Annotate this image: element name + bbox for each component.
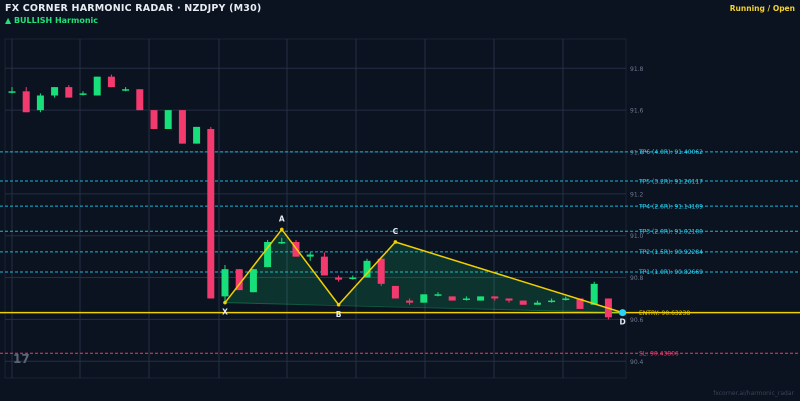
- tradingview-logo: 17: [13, 352, 30, 366]
- pattern-point-d: [619, 309, 627, 317]
- bull-candle: [462, 298, 470, 300]
- y-tick-label: 91.4: [630, 150, 644, 157]
- y-tick-label: 90.4: [630, 359, 644, 366]
- pattern-label-a: A: [279, 214, 285, 223]
- bull-candle: [434, 294, 442, 296]
- pattern-point-b: [336, 302, 341, 307]
- pattern-triangle-bcd: [338, 241, 623, 313]
- bear-candle: [519, 300, 527, 305]
- pattern-leg-cd: [395, 241, 623, 314]
- bull-candle: [264, 241, 272, 268]
- bull-candle: [8, 91, 16, 93]
- bear-candle: [505, 298, 513, 301]
- bull-candle: [420, 294, 428, 303]
- bear-candle: [136, 89, 144, 111]
- target-level-label: TP4 (2.6R): 91.14109: [638, 203, 703, 210]
- bull-candle: [278, 241, 286, 244]
- bull-candle: [562, 298, 570, 300]
- y-tick-label: 91.2: [630, 191, 644, 198]
- bull-candle: [122, 89, 130, 91]
- chart-title: FX CORNER HARMONIC RADAR · NZDJPY (M30): [5, 3, 262, 14]
- y-tick-label: 91.6: [630, 108, 644, 115]
- bear-candle: [576, 298, 584, 309]
- pattern-label-b: B: [336, 310, 342, 319]
- bull-candle: [349, 277, 357, 280]
- pattern-point-x: [223, 300, 227, 305]
- target-level-label: TP5 (3.2R): 91.26117: [638, 178, 703, 185]
- pattern-label-d: D: [619, 318, 625, 327]
- y-tick-label: 91.8: [630, 66, 644, 73]
- bear-candle: [178, 110, 186, 144]
- pattern-leg-ab: [281, 228, 340, 306]
- bear-candle: [107, 76, 115, 88]
- bull-candle: [79, 93, 87, 95]
- labels: X A B C D: [222, 214, 626, 326]
- pattern-base-line: [224, 302, 623, 314]
- pattern-direction-label: ▲ BULLISH Harmonic: [5, 16, 98, 25]
- bear-candle: [448, 296, 456, 301]
- stop-level-label: SL: 90.43806: [639, 350, 679, 357]
- pattern-lines: [223, 227, 627, 317]
- bull-candle: [533, 302, 541, 305]
- plot-frame: [4, 38, 627, 379]
- bull-candle: [93, 76, 101, 96]
- entry-level-label: ENTRY: 90.63238: [639, 310, 690, 317]
- status-indicator: Running / Open: [729, 4, 795, 13]
- bear-candle: [391, 285, 399, 299]
- target-level-label: TP1 (1.0R): 90.82669: [638, 269, 703, 276]
- bull-candle: [477, 296, 485, 301]
- y-tick-label: 90.6: [630, 317, 644, 324]
- bear-candle: [491, 296, 499, 299]
- y-tick-label: 91.0: [630, 233, 644, 240]
- bull-candle: [221, 269, 229, 297]
- bull-candle: [590, 283, 598, 305]
- bull-candle: [193, 126, 201, 144]
- price-levels: TP6 (4.0R): 91.40062 TP5 (3.2R): 91.26117…: [0, 149, 800, 357]
- target-level-label: TP6 (4.0R): 91.40062: [638, 149, 703, 156]
- target-level-label: TP2 (1.5R): 90.92284: [638, 249, 703, 256]
- bear-candle: [320, 256, 328, 276]
- y-tick-label: 90.8: [630, 275, 644, 282]
- pattern-point-a: [280, 227, 284, 232]
- bear-candle: [377, 258, 385, 284]
- bull-candle: [164, 110, 172, 129]
- bear-candle: [22, 91, 30, 113]
- target-level-label: TP3 (2.0R): 91.02100: [638, 229, 703, 236]
- bear-candle: [235, 269, 243, 291]
- pattern-label-c: C: [393, 227, 399, 236]
- bear-candle: [207, 128, 215, 299]
- bull-candle: [51, 87, 59, 96]
- bull-candle: [36, 95, 44, 111]
- bull-candle: [249, 269, 257, 293]
- watermark: fxcorner.ai/harmonic_radar: [713, 390, 794, 397]
- bull-candle: [548, 300, 556, 303]
- bear-candle: [150, 110, 158, 129]
- bull-candle: [363, 260, 371, 278]
- pattern-leg-xa: [224, 228, 283, 304]
- bear-candle: [335, 277, 343, 280]
- pattern-label-x: X: [222, 308, 228, 317]
- pattern-point-c: [393, 240, 398, 244]
- bear-candle: [406, 300, 414, 303]
- pattern-leg-bc: [338, 241, 396, 306]
- bear-candle: [65, 87, 73, 98]
- bull-candle: [306, 254, 314, 257]
